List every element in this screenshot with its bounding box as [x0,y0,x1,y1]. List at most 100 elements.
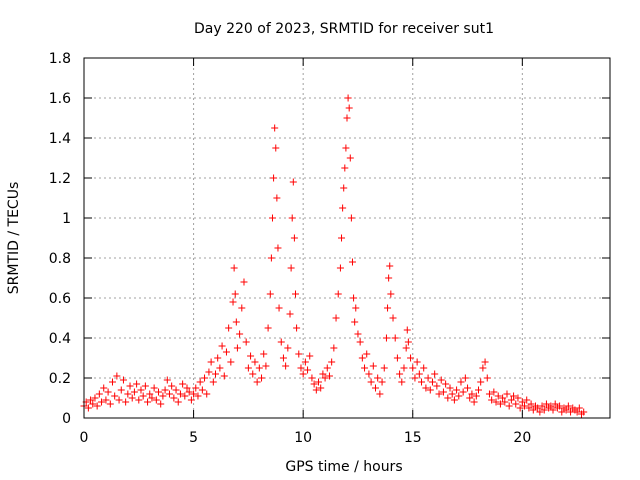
data-point [503,390,511,398]
data-point [122,398,130,406]
data-point [448,390,456,398]
data-point [267,254,275,262]
data-point [148,394,156,402]
data-point [411,374,419,382]
data-point [297,364,305,372]
data-point [564,402,572,410]
data-point [274,244,282,252]
data-point [233,344,241,352]
data-point [542,400,550,408]
data-point [521,402,529,410]
data-point [282,362,290,370]
data-point [346,154,354,162]
data-point [575,404,583,412]
data-point [499,394,507,402]
data-point [260,350,268,358]
data-point [475,386,482,394]
x-tick-label: 20 [513,430,531,446]
data-point [255,364,263,372]
data-point [100,384,108,392]
data-point [387,290,395,298]
data-point [139,392,147,400]
data-point [106,400,114,408]
data-point [418,378,426,386]
y-tick-label: 1.2 [49,171,71,187]
data-point [354,330,362,338]
data-point [98,398,106,406]
data-point [198,386,206,394]
data-point [117,386,125,394]
data-point [91,394,99,402]
data-point [455,392,463,400]
data-point [341,164,349,172]
data-point [268,214,276,222]
data-point [222,348,230,356]
data-point [382,334,390,342]
data-point [345,104,353,112]
data-point [398,378,406,386]
data-point [496,400,504,408]
data-point [403,326,411,334]
data-point [187,396,195,404]
data-point [477,378,485,386]
data-point [137,386,145,394]
data-point [325,372,333,380]
data-point [468,390,476,398]
data-point [547,402,555,410]
data-point [231,290,239,298]
data-point [218,342,226,350]
data-point [185,388,193,396]
data-point [279,354,287,362]
data-point [450,396,458,404]
y-axis-title: SRMTID / TECUs [6,182,22,295]
data-point [179,380,187,388]
data-point [534,404,542,412]
data-point [176,390,184,398]
x-tick-label: 10 [294,430,312,446]
data-point [525,404,533,412]
data-point [244,364,252,372]
data-point [479,364,487,372]
data-point [87,396,95,404]
data-point [461,374,469,382]
data-point [144,398,152,406]
data-point [351,318,359,326]
data-point [174,398,182,406]
data-point [444,394,452,402]
data-point [141,382,149,390]
data-point [365,370,373,378]
data-point [317,384,325,392]
data-point [481,358,489,366]
data-point [367,378,375,386]
data-point [402,344,410,352]
data-point [431,370,439,378]
data-point [342,144,350,152]
data-point [439,388,447,396]
data-point [113,372,121,380]
data-point [580,408,588,416]
data-point [336,264,344,272]
data-point [556,402,564,410]
data-point [293,324,301,332]
data-point [573,408,581,416]
data-point [494,392,502,400]
data-point [529,406,537,414]
data-point [220,372,228,380]
x-tick-label: 5 [189,430,198,446]
data-point [104,388,112,396]
data-point [306,352,314,360]
data-point [332,314,340,322]
data-point [490,388,498,396]
data-point [501,398,509,406]
data-point [262,362,270,370]
data-point [238,304,246,312]
data-point [192,384,200,392]
data-point [312,386,320,394]
data-point [536,408,544,416]
data-point [272,144,280,152]
data-point [288,214,296,222]
data-point [386,262,394,270]
data-point [426,386,434,394]
y-tick-label: 0 [62,411,71,427]
data-point [216,364,224,372]
